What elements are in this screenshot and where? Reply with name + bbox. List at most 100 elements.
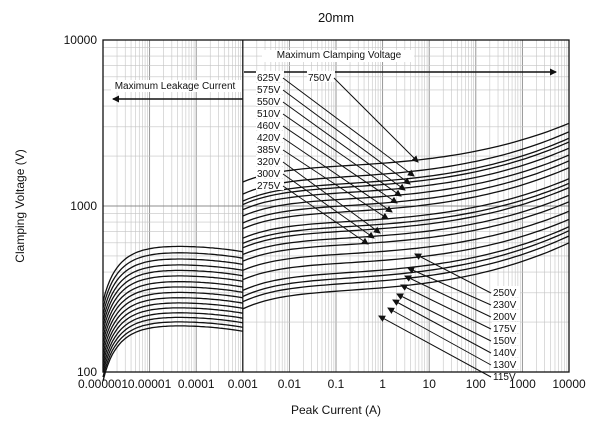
y-tick-label: 100	[77, 365, 97, 379]
rating-label-bg	[492, 322, 520, 333]
rating-label-bg	[256, 119, 284, 130]
chart-title: 20mm	[318, 10, 354, 25]
annotations: 750V 625V575V550V510V460V420V385V320V300V…	[111, 50, 557, 383]
leakage-current-curve	[102, 269, 243, 326]
rating-label-bg	[256, 107, 284, 118]
rating-label-bg	[256, 95, 284, 106]
leakage-current-curve	[102, 281, 243, 338]
rating-label-bg	[307, 71, 335, 82]
x-tick-label: 0.01	[278, 377, 302, 391]
plot-frame	[102, 39, 570, 373]
rating-leader-arrow	[282, 185, 369, 245]
clamping-curve-230v	[242, 201, 570, 262]
leakage-current-curve	[102, 291, 243, 348]
clamping-curve-175v	[242, 218, 570, 281]
x-tick-label: 100	[466, 377, 486, 391]
clamping-curve-320v	[242, 178, 570, 239]
clamping-curve-420v	[242, 160, 570, 224]
y-tick-label: 1000	[70, 199, 97, 213]
rating-label: 385V	[257, 145, 281, 156]
x-tick-label: 1	[379, 377, 386, 391]
leakage-current-curve	[102, 275, 243, 332]
leakage-label-bg	[111, 80, 242, 92]
rating-label: 320V	[257, 157, 281, 168]
rating-label: 200V	[493, 312, 517, 323]
rating-leader-arrow	[387, 307, 492, 366]
rating-leader-arrow	[414, 253, 492, 294]
rating-label-bg	[256, 83, 284, 94]
rating-leader-arrow	[333, 77, 419, 163]
rating-label: 625V	[257, 73, 281, 84]
clamping-curve-385v	[242, 167, 570, 230]
rating-leader-arrow	[282, 137, 393, 213]
rating-leader-arrow	[396, 293, 492, 342]
clamping-curve-150v	[242, 226, 570, 291]
rating-label: 510V	[257, 109, 281, 120]
rating-leader-arrow	[282, 149, 389, 220]
leakage-current-curve	[102, 302, 243, 359]
rating-label: 420V	[257, 133, 281, 144]
leakage-current-curve	[102, 245, 243, 302]
rating-label: 115V	[493, 372, 516, 383]
rating-label-bg	[256, 143, 284, 154]
rating-label: 750V	[308, 73, 332, 84]
y-axis-label: Clamping Voltage (V)	[13, 149, 27, 262]
rating-label-bg	[256, 155, 284, 166]
tick-labels: 0.000001 0.00001 0.0001 0.001 0.01 0.1 1 10 100 1…	[64, 33, 586, 391]
leakage-current-label: Maximum Leakage Current	[115, 81, 236, 92]
clamping-curve-250v	[242, 194, 570, 256]
clamping-curve-625v	[242, 131, 570, 195]
x-tick-label: 0.1	[328, 377, 345, 391]
rating-label-bg	[492, 286, 520, 297]
clamping-curve-200v	[242, 210, 570, 271]
rating-label-bg	[492, 298, 520, 309]
x-tick-label: 1000	[509, 377, 536, 391]
clamping-curve-275v	[242, 187, 570, 249]
rating-label: 140V	[493, 348, 517, 359]
rating-label: 150V	[493, 336, 517, 347]
clamping-curve-140v	[242, 230, 570, 298]
clamping-curve-510v	[242, 147, 570, 211]
rating-leader-arrow	[407, 267, 492, 306]
leakage-current-curve	[102, 321, 243, 378]
rating-label: 300V	[257, 169, 281, 180]
leakage-current-curve	[102, 286, 243, 343]
x-tick-label: 0.0001	[178, 377, 215, 391]
clamping-curve-300v	[242, 182, 570, 245]
rating-leader-arrow	[392, 299, 492, 354]
leakage-current-curve	[102, 264, 243, 321]
leakage-current-curve	[102, 297, 243, 354]
rating-leader-arrow	[378, 315, 492, 378]
rating-label: 175V	[493, 324, 517, 335]
leakage-current-curve	[102, 258, 243, 315]
rating-label-bg	[256, 167, 284, 178]
rating-label-bg	[256, 131, 284, 142]
rating-label-bg	[492, 358, 520, 369]
x-tick-label: 10000	[552, 377, 586, 391]
rating-leader-arrow	[282, 101, 406, 191]
rating-label: 575V	[257, 85, 281, 96]
rating-label-bg	[492, 334, 520, 345]
rating-label-bg	[256, 71, 284, 82]
rating-leader-arrow	[282, 173, 375, 239]
rating-label: 550V	[257, 97, 281, 108]
clamping-voltage-label: Maximum Clamping Voltage	[277, 50, 402, 61]
rating-label: 230V	[493, 300, 517, 311]
rating-leader-arrow	[404, 275, 492, 318]
clamping-curve-460v	[242, 154, 570, 217]
x-tick-label: 10	[423, 377, 437, 391]
rating-leader-arrow	[282, 89, 411, 185]
leakage-current-curve	[102, 312, 243, 369]
leakage-current-curve	[102, 316, 243, 373]
x-tick-label: 0.000001	[78, 377, 128, 391]
rating-leader-arrow	[282, 125, 398, 204]
clamping-curve-750v	[242, 122, 570, 183]
leakage-current-curve	[102, 307, 243, 364]
rating-leader-arrow	[282, 77, 415, 177]
x-tick-label: 0.001	[228, 377, 258, 391]
x-axis-label: Peak Current (A)	[291, 403, 381, 417]
rating-label: 275V	[257, 181, 281, 192]
rating-leader-arrow	[400, 284, 492, 330]
rating-label: 250V	[493, 288, 517, 299]
